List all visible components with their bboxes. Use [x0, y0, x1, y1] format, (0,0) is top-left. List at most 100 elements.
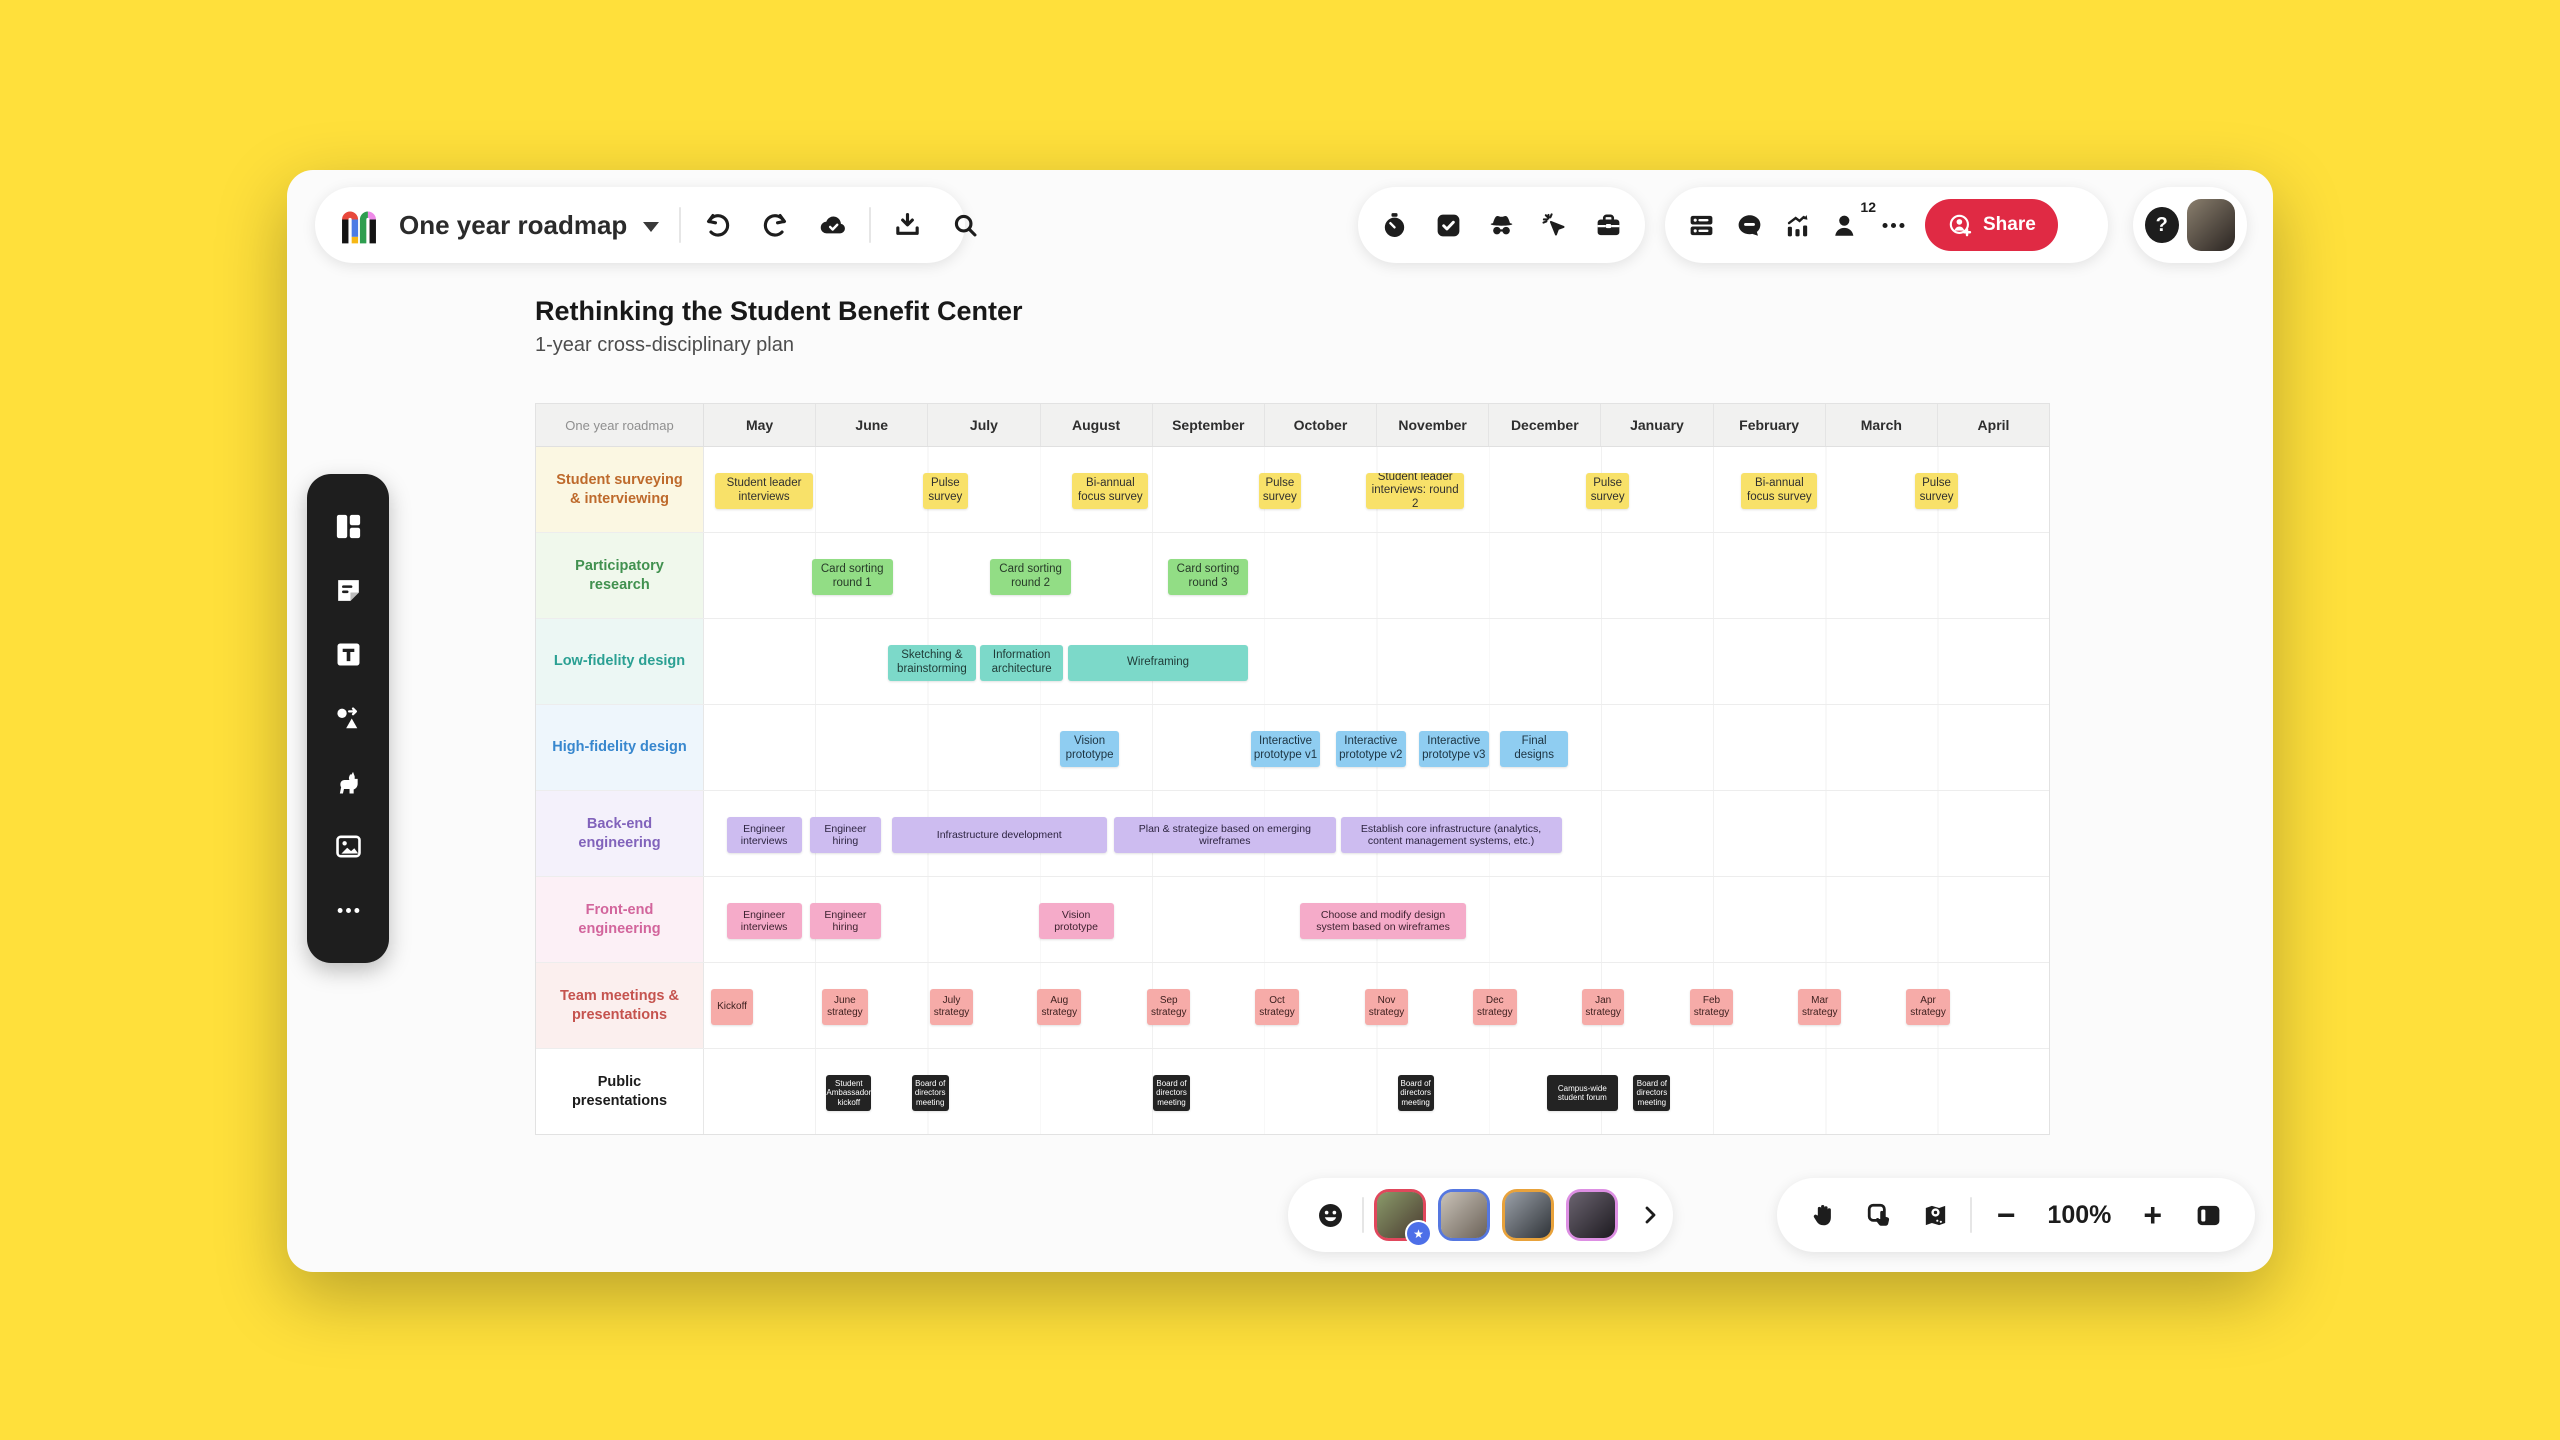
- roadmap-tag[interactable]: June strategy: [821, 989, 868, 1025]
- llama-button[interactable]: [326, 761, 370, 805]
- row-label[interactable]: Front-end engineering: [536, 877, 704, 962]
- collaborator-avatar[interactable]: [1438, 1189, 1490, 1241]
- pan-hand-button[interactable]: [1801, 1193, 1845, 1237]
- sticky-note-button[interactable]: [326, 568, 370, 612]
- canvas-subtitle[interactable]: 1-year cross-disciplinary plan: [535, 334, 794, 356]
- roadmap-tag[interactable]: Final designs: [1499, 731, 1569, 767]
- row-label[interactable]: Back-end engineering: [536, 791, 704, 876]
- reactions-button[interactable]: [1308, 1193, 1352, 1237]
- roadmap-tag[interactable]: Board of directors meeting: [1397, 1075, 1434, 1111]
- outline-button[interactable]: [1679, 203, 1723, 247]
- roadmap-tag[interactable]: Board of directors meeting: [1153, 1075, 1190, 1111]
- roadmap-tag[interactable]: Jan strategy: [1581, 989, 1625, 1025]
- roadmap-tag[interactable]: Pulse survey: [1915, 473, 1958, 509]
- roadmap-tag[interactable]: Feb strategy: [1689, 989, 1734, 1025]
- roadmap-tag[interactable]: Engineer interviews: [726, 903, 802, 939]
- board-title[interactable]: One year roadmap: [399, 209, 628, 240]
- shapes-connectors-button[interactable]: [326, 697, 370, 741]
- roadmap-tag[interactable]: Engineer interviews: [726, 817, 802, 853]
- canvas-heading: Rethinking the Student Benefit Center 1-…: [535, 296, 1023, 357]
- roadmap-tag[interactable]: Interactive prototype v1: [1250, 731, 1321, 767]
- roadmap-tag[interactable]: Infrastructure development: [891, 817, 1107, 853]
- roadmap-tag[interactable]: Nov strategy: [1365, 989, 1408, 1025]
- minimap-button[interactable]: [1914, 1193, 1958, 1237]
- roadmap-tag[interactable]: Interactive prototype v2: [1336, 731, 1406, 767]
- collaborator-avatar[interactable]: [1566, 1189, 1618, 1241]
- roadmap-tag[interactable]: Oct strategy: [1255, 989, 1299, 1025]
- voting-button[interactable]: [1426, 203, 1470, 247]
- roadmap-tag[interactable]: Establish core infrastructure (analytics…: [1340, 817, 1562, 853]
- roadmap-tag[interactable]: Pulse survey: [922, 473, 968, 509]
- roadmap-tag[interactable]: Wireframing: [1067, 645, 1249, 681]
- roadmap-tag[interactable]: Vision prototype: [1059, 731, 1120, 767]
- row-label[interactable]: Participatory research: [536, 533, 704, 618]
- roadmap-tag[interactable]: Card sorting round 1: [811, 559, 893, 595]
- row-label[interactable]: High-fidelity design: [536, 705, 704, 790]
- collaborators-button[interactable]: 12: [1823, 199, 1876, 247]
- help-button[interactable]: ?: [2145, 207, 2179, 243]
- more-options-button[interactable]: [1871, 203, 1915, 247]
- insights-button[interactable]: [1775, 203, 1819, 247]
- roadmap-tag[interactable]: Student Ambassador kickoff: [826, 1075, 872, 1111]
- image-button[interactable]: [326, 825, 370, 869]
- roadmap-tag[interactable]: Pulse survey: [1586, 473, 1629, 509]
- more-tools-button[interactable]: [326, 889, 370, 933]
- laser-pointer-button[interactable]: [1533, 203, 1577, 247]
- roadmap-tag[interactable]: Card sorting round 2: [990, 559, 1071, 595]
- toolkit-button[interactable]: [1586, 203, 1630, 247]
- mural-logo[interactable]: [337, 203, 381, 247]
- roadmap-tag[interactable]: Sep strategy: [1147, 989, 1191, 1025]
- roadmap-tag[interactable]: Engineer hiring: [809, 817, 882, 853]
- canvas-title[interactable]: Rethinking the Student Benefit Center: [535, 296, 1023, 326]
- roadmap-tag[interactable]: Information architecture: [980, 645, 1064, 681]
- month-header: June: [816, 404, 929, 446]
- row-label[interactable]: Team meetings & presentations: [536, 963, 704, 1048]
- share-button[interactable]: Share: [1925, 199, 2058, 251]
- roadmap-tag[interactable]: Board of directors meeting: [1633, 1075, 1671, 1111]
- collapse-panel-button[interactable]: [2187, 1193, 2231, 1237]
- expand-collaborators-button[interactable]: [1628, 1193, 1672, 1237]
- layouts-button[interactable]: [326, 504, 370, 548]
- roadmap-tag[interactable]: Sketching & brainstorming: [888, 645, 976, 681]
- private-mode-button[interactable]: [1479, 203, 1523, 247]
- roadmap-tag[interactable]: Campus-wide student forum: [1547, 1075, 1618, 1111]
- roadmap-tag[interactable]: Kickoff: [710, 989, 754, 1025]
- roadmap-tag[interactable]: Student leader interviews: round 2: [1366, 473, 1464, 509]
- row-label[interactable]: Student surveying & interviewing: [536, 447, 704, 532]
- undo-button[interactable]: [695, 203, 739, 247]
- roadmap-tag[interactable]: Choose and modify design system based on…: [1300, 903, 1467, 939]
- comments-button[interactable]: [1727, 203, 1771, 247]
- roadmap-tag[interactable]: Board of directors meeting: [911, 1075, 949, 1111]
- timer-button[interactable]: [1373, 203, 1417, 247]
- row-label[interactable]: Public presentations: [536, 1049, 704, 1134]
- roadmap-tag[interactable]: Interactive prototype v3: [1419, 731, 1489, 767]
- row-label[interactable]: Low-fidelity design: [536, 619, 704, 704]
- roadmap-tag[interactable]: Apr strategy: [1906, 989, 1950, 1025]
- roadmap-tag[interactable]: Student leader interviews: [715, 473, 813, 509]
- roadmap-tag[interactable]: Card sorting round 3: [1167, 559, 1249, 595]
- roadmap-tag[interactable]: Pulse survey: [1258, 473, 1302, 509]
- zoom-in-button[interactable]: +: [2143, 1197, 2163, 1233]
- text-button[interactable]: [326, 632, 370, 676]
- roadmap-tag[interactable]: July strategy: [929, 989, 974, 1025]
- collaborator-avatar[interactable]: ★: [1374, 1189, 1432, 1247]
- roadmap-tag[interactable]: Dec strategy: [1472, 989, 1517, 1025]
- search-button[interactable]: [943, 203, 987, 247]
- roadmap-tag[interactable]: Mar strategy: [1798, 989, 1842, 1025]
- user-avatar[interactable]: [2186, 199, 2235, 251]
- roadmap-tag[interactable]: Plan & strategize based on emerging wire…: [1113, 817, 1336, 853]
- roadmap-tag[interactable]: Bi-annual focus survey: [1741, 473, 1818, 509]
- title-dropdown-caret[interactable]: [643, 222, 660, 232]
- collaborator-avatar[interactable]: [1502, 1189, 1554, 1241]
- zoom-level[interactable]: 100%: [2047, 1200, 2112, 1229]
- roadmap-tag[interactable]: Engineer hiring: [809, 903, 882, 939]
- export-button[interactable]: [885, 203, 929, 247]
- zoom-out-button[interactable]: −: [1996, 1197, 2016, 1233]
- roadmap-tag[interactable]: Vision prototype: [1038, 903, 1114, 939]
- roadmap-tag[interactable]: Bi-annual focus survey: [1072, 473, 1149, 509]
- row-timeline: Sketching & brainstorming Information arc…: [704, 619, 2049, 704]
- roadmap-tag[interactable]: Aug strategy: [1037, 989, 1082, 1025]
- select-button[interactable]: [1857, 1193, 1901, 1237]
- toolbar-divider: [1362, 1197, 1364, 1233]
- redo-button[interactable]: [753, 203, 797, 247]
